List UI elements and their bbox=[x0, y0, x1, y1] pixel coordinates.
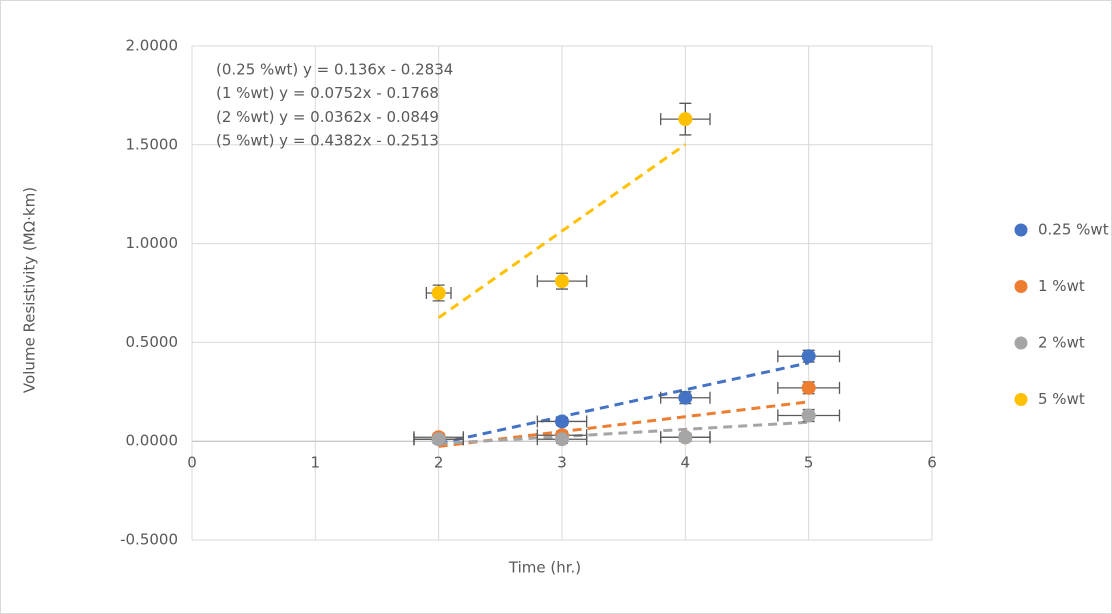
legend-marker bbox=[1014, 223, 1028, 237]
trendline-label: (2 %wt) y = 0.0362x - 0.0849 bbox=[216, 108, 439, 126]
trendline-label: (5 %wt) y = 0.4382x - 0.2513 bbox=[216, 132, 439, 150]
x-tick-label: 2 bbox=[434, 454, 444, 472]
legend-label: 5 %wt bbox=[1038, 390, 1085, 408]
y-tick-label: 1.5000 bbox=[126, 135, 179, 153]
legend-marker bbox=[1014, 336, 1028, 350]
trendline-label: (1 %wt) y = 0.0752x - 0.1768 bbox=[216, 84, 439, 102]
point bbox=[801, 380, 816, 395]
point bbox=[431, 432, 446, 447]
point bbox=[801, 408, 816, 423]
point bbox=[678, 112, 693, 127]
trendline-label: (0.25 %wt) y = 0.136x - 0.2834 bbox=[216, 61, 453, 79]
y-tick-label: 1.0000 bbox=[126, 234, 179, 252]
point bbox=[555, 274, 569, 289]
y-tick-label: 0.5000 bbox=[126, 333, 179, 351]
trendline bbox=[437, 143, 687, 319]
legend-label: 2 %wt bbox=[1038, 334, 1085, 352]
point bbox=[678, 430, 693, 445]
legend-marker bbox=[1014, 393, 1028, 406]
x-axis-title: Time (hr.) bbox=[508, 559, 581, 577]
point bbox=[555, 414, 569, 429]
y-tick-label: 0.0000 bbox=[126, 432, 179, 450]
point bbox=[801, 349, 816, 364]
x-tick-label: 0 bbox=[187, 454, 197, 472]
x-tick-label: 4 bbox=[681, 454, 691, 472]
x-tick-label: 1 bbox=[311, 454, 321, 472]
x-tick-label: 6 bbox=[927, 454, 937, 472]
x-tick-label: 3 bbox=[557, 454, 567, 472]
trendline bbox=[438, 361, 809, 445]
trendline bbox=[438, 420, 809, 446]
x-tick-label: 5 bbox=[804, 454, 814, 472]
y-tick-label: 2.0000 bbox=[126, 37, 179, 55]
point bbox=[678, 390, 693, 405]
legend-marker bbox=[1014, 280, 1028, 293]
legend-label: 1 %wt bbox=[1038, 277, 1085, 295]
y-axis-title: Volume Resistivity (MΩ·km) bbox=[21, 187, 39, 393]
point bbox=[431, 286, 446, 300]
y-tick-label: -0.5000 bbox=[120, 531, 178, 549]
point bbox=[555, 432, 569, 447]
legend-label: 0.25 %wt bbox=[1038, 221, 1109, 239]
